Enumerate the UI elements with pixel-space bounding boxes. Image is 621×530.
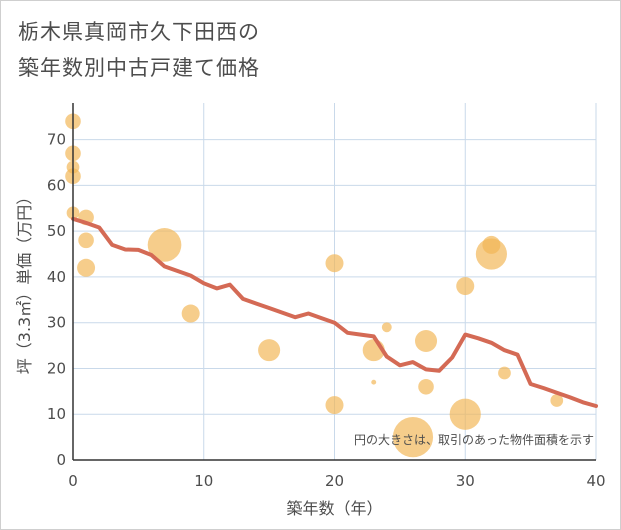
axes: [72, 103, 596, 461]
data-bubble: [147, 228, 182, 262]
data-bubble: [415, 329, 438, 353]
tick-labels: 0 10 20 30 40 0 10 20 30 40 50 60 70: [47, 131, 606, 490]
chart-title-line-1: 栃木県真岡市久下田西の: [18, 20, 260, 44]
x-tick-label: 0: [68, 472, 78, 490]
data-bubble: [475, 238, 507, 270]
y-tick-label: 20: [47, 359, 66, 377]
data-bubble: [77, 258, 96, 277]
y-tick-label: 70: [47, 131, 66, 149]
x-tick-label: 40: [586, 472, 605, 490]
data-bubble: [418, 378, 434, 395]
average-line-series: [71, 216, 598, 408]
data-bubble: [449, 398, 481, 430]
x-axis-label: 築年数（年）: [286, 499, 382, 518]
data-bubble: [258, 339, 281, 362]
y-tick-label: 50: [47, 222, 66, 240]
data-bubble: [78, 232, 94, 249]
y-tick-label: 0: [56, 451, 66, 469]
y-tick-label: 60: [47, 176, 66, 194]
y-axis-label: 坪（3.3㎡）単価（万円）: [15, 189, 34, 374]
y-tick-label: 40: [47, 268, 66, 286]
y-tick-label: 10: [47, 405, 66, 423]
bubble-series: [65, 113, 564, 458]
data-bubble: [325, 254, 344, 273]
x-tick-label: 30: [456, 472, 475, 490]
x-tick-label: 20: [325, 472, 344, 490]
average-price-line: [71, 216, 598, 408]
data-bubble: [550, 394, 564, 407]
data-bubble: [371, 379, 377, 385]
chart-title-line-2: 築年数別中古戸建て価格: [18, 56, 260, 80]
bubble-size-note: 円の大きさは、取引のあった物件面積を示す: [354, 432, 594, 447]
x-tick-label: 10: [194, 472, 213, 490]
data-bubble: [498, 366, 511, 380]
chart-title: 栃木県真岡市久下田西の 築年数別中古戸建て価格: [18, 14, 260, 86]
data-bubble: [325, 396, 344, 415]
data-bubble: [456, 277, 475, 296]
data-bubble: [181, 304, 200, 323]
data-bubble: [392, 416, 434, 458]
y-tick-label: 30: [47, 314, 66, 332]
data-bubble: [381, 322, 392, 333]
